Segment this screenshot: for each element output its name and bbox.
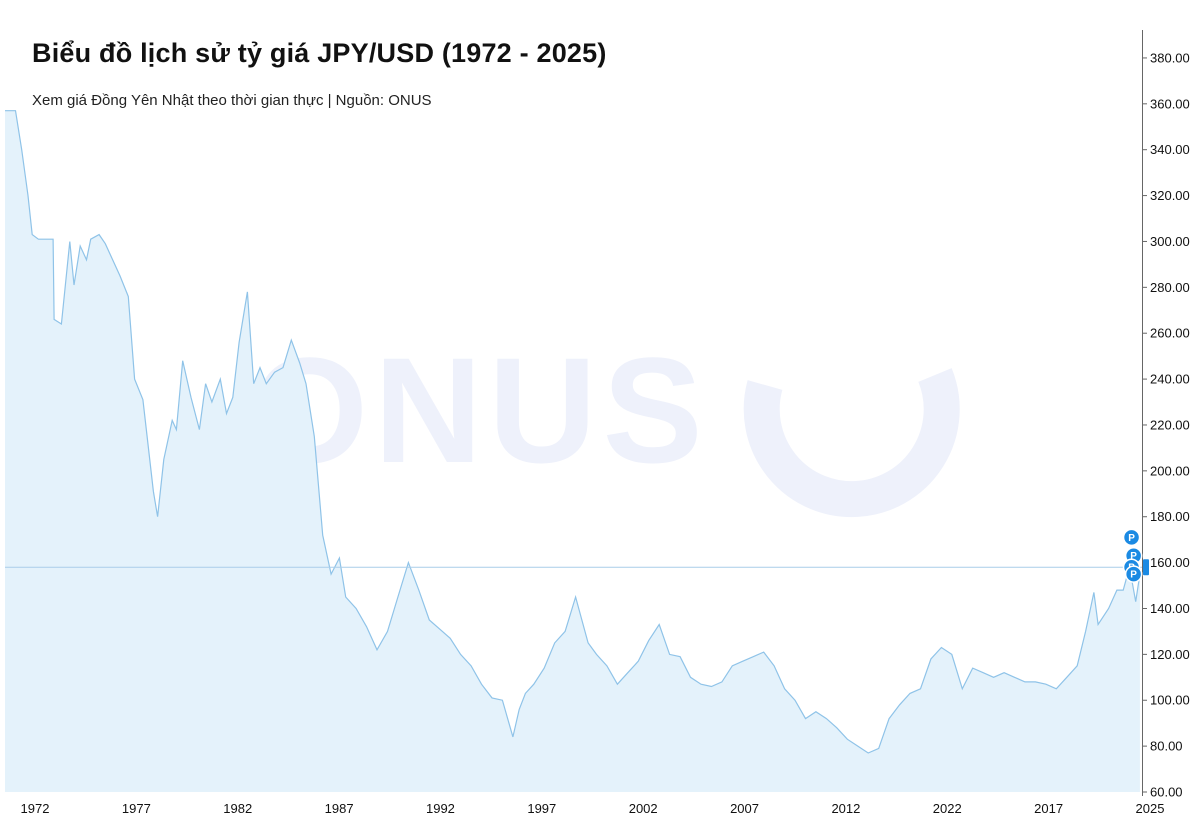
x-tick-label: 1977 (122, 801, 151, 816)
current-price-handle[interactable] (1143, 559, 1149, 576)
y-tick-label: 360.00 (1150, 96, 1190, 111)
x-tick-label: 1987 (325, 801, 354, 816)
x-tick-label: 2025 (1136, 801, 1165, 816)
chart-subtitle: Xem giá Đồng Yên Nhật theo thời gian thự… (32, 92, 432, 109)
price-marker-label: P (1128, 533, 1135, 544)
y-tick-label: 120.00 (1150, 647, 1190, 662)
price-marker-circle (1122, 528, 1141, 547)
y-tick-label: 140.00 (1150, 601, 1190, 616)
x-tick-label: 1992 (426, 801, 455, 816)
price-marker[interactable]: P (1124, 565, 1143, 583)
x-tick-label: 1972 (21, 801, 50, 816)
y-tick-label: 300.00 (1150, 234, 1190, 249)
y-tick-label: 60.00 (1150, 785, 1183, 800)
y-axis-ticks: 60.00 80.00 100.00 120.00 140.00 160.00 180.00… (1142, 50, 1190, 800)
x-tick-label: 2022 (933, 801, 962, 816)
watermark-ring-icon (743, 368, 960, 518)
y-tick-label: 200.00 (1150, 463, 1190, 478)
y-tick-label: 160.00 (1150, 555, 1190, 570)
y-tick-label: 180.00 (1150, 509, 1190, 524)
x-tick-label: 2002 (629, 801, 658, 816)
y-tick-label: 260.00 (1150, 326, 1190, 341)
y-tick-label: 220.00 (1150, 417, 1190, 432)
y-tick-label: 380.00 (1150, 50, 1190, 65)
chart-title: Biểu đồ lịch sử tỷ giá JPY/USD (1972 - 2… (32, 38, 607, 68)
y-tick-label: 280.00 (1150, 280, 1190, 295)
x-tick-label: 2012 (831, 801, 860, 816)
x-tick-label: 1997 (527, 801, 556, 816)
price-line[interactable] (5, 110, 1141, 754)
price-marker-circle (1124, 565, 1143, 583)
x-axis-ticks: 1972 1977 1982 1987 1992 1997 2002 2007 2012 2022… (21, 801, 1165, 816)
x-tick-label: 2017 (1034, 801, 1063, 816)
y-tick-label: 340.00 (1150, 142, 1190, 157)
x-tick-label: 2007 (730, 801, 759, 816)
watermark-logo: ONUS (251, 326, 960, 518)
y-tick-label: 240.00 (1150, 372, 1190, 387)
price-markers[interactable]: PPPP (1122, 528, 1143, 583)
y-tick-label: 320.00 (1150, 188, 1190, 203)
x-tick-label: 1982 (223, 801, 252, 816)
price-marker[interactable]: P (1122, 528, 1141, 547)
price-marker-label: P (1130, 570, 1137, 581)
y-tick-label: 100.00 (1150, 693, 1190, 708)
watermark-text: ONUS (251, 326, 708, 494)
y-tick-label: 80.00 (1150, 739, 1183, 754)
price-marker-label: P (1130, 551, 1137, 562)
area-fill (5, 110, 1140, 792)
